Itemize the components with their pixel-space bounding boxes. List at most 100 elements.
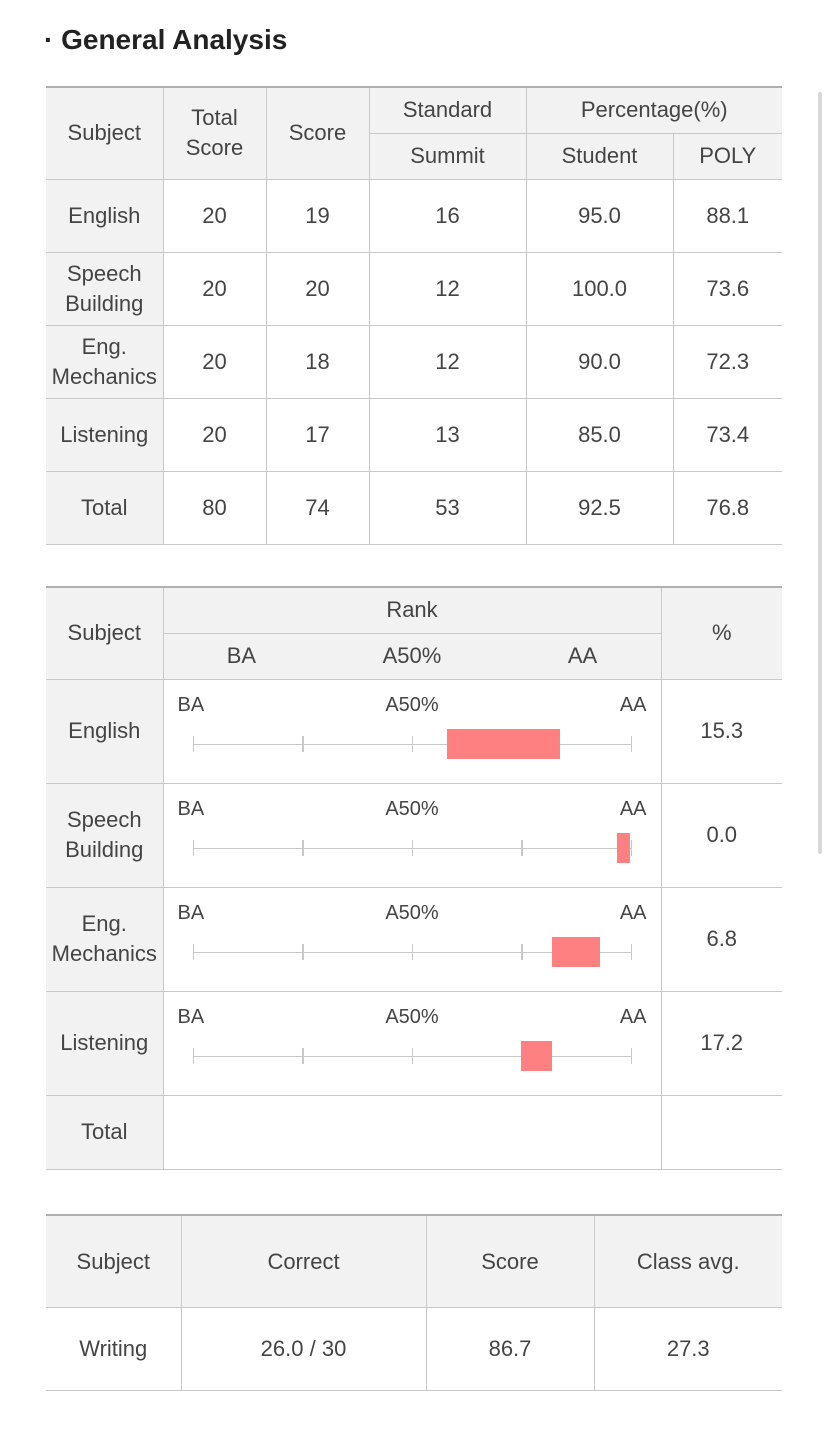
correct-cell: 26.0 / 30	[180, 1307, 427, 1391]
subject-cell: English	[46, 678, 164, 784]
rank-bar-cell: BA A50% AA	[162, 990, 662, 1096]
rank-tick	[302, 735, 304, 752]
total-score-cell: 20	[162, 178, 267, 253]
subject-cell: Total	[46, 470, 164, 545]
scrollbar[interactable]	[818, 92, 822, 854]
poly-cell: 72.3	[672, 324, 782, 399]
rank-track	[192, 832, 632, 863]
rank-bar-cell: BA A50% AA	[162, 678, 662, 784]
bar-label-a50: A50%	[385, 901, 439, 924]
percent-cell-empty	[660, 1094, 782, 1170]
header-total-score: Total Score	[162, 86, 267, 180]
score-cell: 74	[265, 470, 370, 545]
subject-cell: Eng. Mechanics	[46, 886, 164, 992]
header-correct: Correct	[180, 1214, 427, 1308]
subject-cell: Listening	[46, 990, 164, 1096]
rank-tick	[411, 735, 413, 752]
rank-bar-cell: BA A50% AA	[162, 886, 662, 992]
header-standard: Standard	[368, 86, 527, 134]
bar-label-aa: AA	[619, 901, 647, 924]
total-score-cell: 20	[162, 397, 267, 472]
bar-label-ba: BA	[177, 901, 205, 924]
table-row: Eng. Mechanics 20 18 12 90.0 72.3	[46, 324, 782, 399]
subject-cell: Speech Building	[46, 782, 164, 888]
writing-table: Subject Correct Score Class avg. Writing…	[46, 1214, 782, 1391]
score-cell: 17	[265, 397, 370, 472]
header-poly: POLY	[672, 132, 782, 180]
header-subject: Subject	[46, 86, 164, 180]
total-score-cell: 20	[162, 251, 267, 326]
percent-cell: 0.0	[660, 782, 782, 888]
summit-cell: 13	[368, 397, 527, 472]
rank-tick	[411, 1047, 413, 1064]
bar-label-aa: AA	[619, 797, 647, 820]
rank-bar	[446, 728, 561, 759]
subject-cell: Listening	[46, 397, 164, 472]
score-cell: 18	[265, 324, 370, 399]
rank-track	[192, 936, 632, 967]
bar-label-aa: AA	[619, 1005, 647, 1028]
student-cell: 90.0	[525, 324, 674, 399]
percent-cell: 17.2	[660, 990, 782, 1096]
rank-tick	[192, 943, 194, 960]
bar-label-ba: BA	[177, 1005, 205, 1028]
summit-cell: 16	[368, 178, 527, 253]
bar-label-ba: BA	[177, 797, 205, 820]
table-row-total: Total 80 74 53 92.5 76.8	[46, 470, 782, 545]
bar-label-a50: A50%	[385, 797, 439, 820]
score-cell: 20	[265, 251, 370, 326]
header-subject: Subject	[46, 1214, 182, 1308]
student-cell: 85.0	[525, 397, 674, 472]
rank-bar-cell-empty	[162, 1094, 662, 1170]
subject-cell: Total	[46, 1094, 164, 1170]
table-row: Listening BA A50% AA 17.2	[46, 990, 782, 1096]
student-cell: 100.0	[525, 251, 674, 326]
rank-tick	[302, 943, 304, 960]
header-summit: Summit	[369, 132, 527, 180]
table-row: Listening 20 17 13 85.0 73.4	[46, 397, 782, 472]
subject-cell: English	[46, 178, 164, 253]
bar-label-a50: A50%	[385, 1005, 439, 1028]
rank-bar	[551, 936, 600, 967]
rank-tick	[192, 735, 194, 752]
table-row-total: Total	[46, 1094, 782, 1170]
subject-cell: Writing	[46, 1307, 182, 1391]
header-score: Score	[425, 1214, 595, 1308]
rank-tick	[192, 1047, 194, 1064]
student-cell: 92.5	[525, 470, 674, 545]
percent-cell: 15.3	[660, 678, 782, 784]
class-avg-cell: 27.3	[593, 1307, 782, 1391]
rank-tick	[411, 839, 413, 856]
score-cell: 86.7	[425, 1307, 595, 1391]
poly-cell: 76.8	[672, 470, 782, 545]
table-row: Eng. Mechanics BA A50% AA 6.8	[46, 886, 782, 992]
bar-label-a50: A50%	[385, 693, 439, 716]
header-rank-scale: BA A50% AA	[163, 632, 661, 680]
rank-tick	[521, 943, 523, 960]
rank-tick	[630, 943, 632, 960]
header-score: Score	[265, 86, 370, 180]
table-row: Speech Building BA A50% AA 0.0	[46, 782, 782, 888]
header-student: Student	[525, 132, 674, 180]
subject-cell: Eng. Mechanics	[46, 324, 164, 399]
score-cell: 19	[265, 178, 370, 253]
rank-tick	[630, 1047, 632, 1064]
rank-bar	[617, 832, 631, 863]
header-class-avg: Class avg.	[593, 1214, 782, 1308]
percent-cell: 6.8	[660, 886, 782, 992]
rank-tick	[630, 839, 632, 856]
total-score-cell: 80	[162, 470, 267, 545]
summit-cell: 12	[368, 324, 527, 399]
rank-tick	[302, 1047, 304, 1064]
table-row: Speech Building 20 20 12 100.0 73.6	[46, 251, 782, 326]
rank-bar-cell: BA A50% AA	[162, 782, 662, 888]
rank-tick	[192, 839, 194, 856]
rank-track	[192, 728, 632, 759]
subject-cell: Speech Building	[46, 251, 164, 326]
table-row: Writing 26.0 / 30 86.7 27.3	[46, 1307, 782, 1391]
table-row: English BA A50% AA 15.3	[46, 678, 782, 784]
bar-label-aa: AA	[619, 693, 647, 716]
header-subject: Subject	[46, 586, 164, 680]
rank-tick	[411, 943, 413, 960]
rank-track	[192, 1040, 632, 1071]
